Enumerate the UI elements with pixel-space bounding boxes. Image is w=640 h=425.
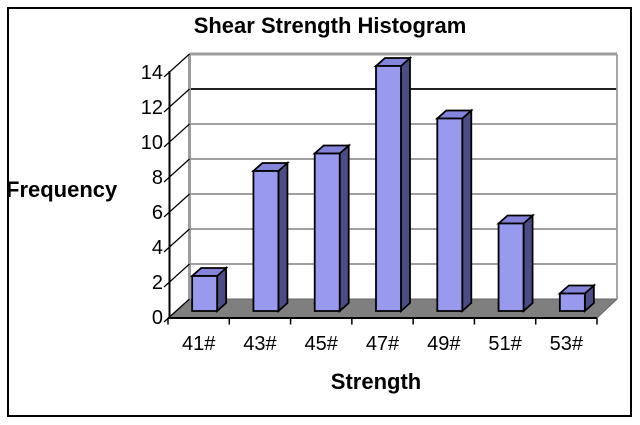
bar-front-face (558, 292, 586, 312)
bar-side-face (522, 213, 534, 314)
bar-45# (312, 143, 352, 314)
y-tick-connector-10 (163, 123, 190, 148)
y-tick-connector-6 (163, 193, 190, 218)
x-tick-label-45: 45# (305, 333, 339, 355)
bar-53# (557, 283, 597, 314)
y-tick-label-4: 4 (152, 237, 163, 259)
y-tick-connector-2 (163, 263, 190, 288)
bar-47# (373, 55, 413, 314)
y-tick-label-6: 6 (152, 202, 163, 224)
bar-front-face (191, 275, 219, 312)
y-tick-connector-8 (163, 158, 190, 183)
x-tick-label-51: 51# (488, 333, 522, 355)
bar-front-face (497, 222, 525, 312)
bar-side-face (400, 55, 411, 314)
x-tick-label-41: 41# (182, 333, 216, 355)
bar-49# (434, 108, 474, 314)
bar-43# (251, 160, 290, 314)
y-axis-title: Frequency (6, 177, 118, 202)
bar-front-face (375, 65, 402, 312)
bar-51# (496, 213, 535, 314)
chart-title: Shear Strength Histogram (193, 13, 467, 38)
y-tick-connector-4 (163, 228, 190, 253)
x-axis-title: Strength (330, 369, 422, 394)
x-tick-label-47: 47# (366, 333, 400, 355)
bar-front-face (313, 152, 341, 312)
bar-front-face (436, 117, 464, 312)
chart-border (7, 7, 632, 417)
bar-41# (189, 265, 229, 314)
y-tick-label-10: 10 (141, 132, 163, 154)
y-tick-label-8: 8 (152, 167, 163, 189)
bar-side-face (277, 160, 289, 314)
bar-front-face (252, 170, 280, 312)
y-tick-connector-12 (163, 88, 190, 113)
x-tick-label-49: 49# (427, 333, 461, 355)
y-tick-label-2: 2 (152, 272, 163, 294)
bar-side-face (338, 143, 350, 314)
x-tick-label-53: 53# (550, 333, 584, 355)
y-tick-label-12: 12 (141, 97, 163, 119)
y-tick-connector-14 (163, 53, 190, 78)
y-tick-label-0: 0 (152, 307, 163, 329)
bar-side-face (461, 108, 473, 314)
x-tick-label-43: 43# (243, 333, 277, 355)
y-tick-label-14: 14 (141, 62, 163, 84)
